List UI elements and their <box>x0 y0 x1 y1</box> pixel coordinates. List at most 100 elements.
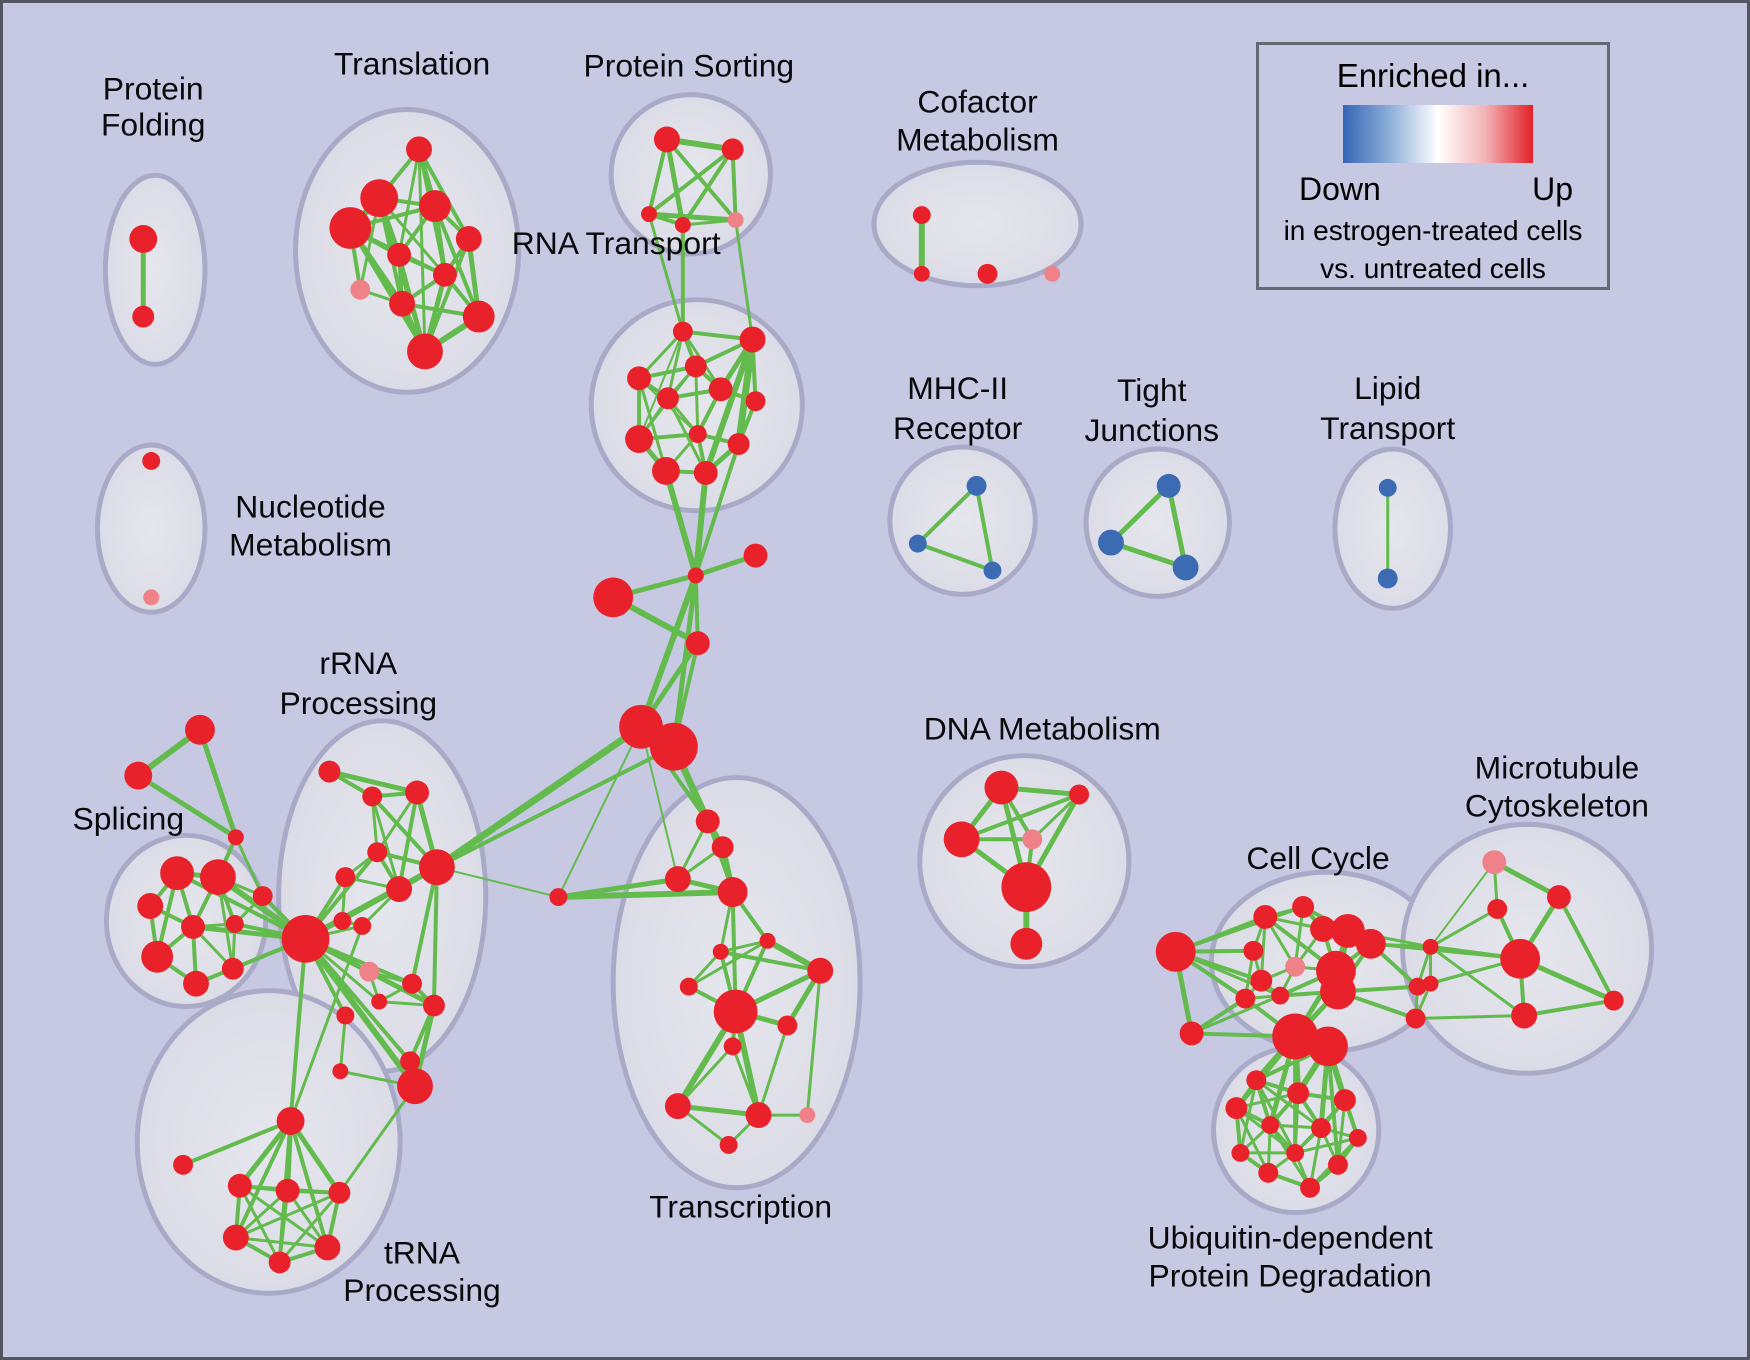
gene-set-node <box>1377 568 1398 589</box>
gene-set-node <box>407 333 443 370</box>
gene-set-node <box>276 1107 305 1135</box>
dna-metabolism-label: DNA Metabolism <box>924 711 1161 747</box>
cofactor-metabolism-label: Cofactor <box>917 84 1038 120</box>
gene-set-node <box>943 821 980 858</box>
gene-set-node <box>362 786 383 807</box>
gene-set-node <box>727 433 750 455</box>
edge <box>681 218 738 227</box>
edge <box>234 835 265 898</box>
gene-set-node <box>708 377 733 402</box>
edge <box>675 1103 762 1118</box>
edge <box>278 1191 341 1264</box>
gene-set-node <box>1225 1097 1248 1120</box>
gene-set-node <box>173 1154 194 1175</box>
gene-set-node <box>432 262 457 287</box>
gene-set-node <box>777 1015 798 1036</box>
gene-set-node <box>1253 905 1278 929</box>
edge <box>734 218 755 342</box>
edge <box>435 866 560 899</box>
gene-set-node <box>908 534 927 553</box>
mhc-ii-receptor-label: MHC-II <box>907 370 1008 406</box>
gene-set-node <box>684 355 707 378</box>
gene-set-node <box>664 1093 691 1120</box>
mhc-ii-receptor-ellipse <box>887 444 1038 597</box>
gene-set-node <box>328 1181 351 1204</box>
edge <box>662 467 699 579</box>
gene-set-node <box>984 770 1019 805</box>
gene-set-node <box>1022 829 1043 850</box>
gene-set-node <box>1308 1026 1348 1067</box>
gene-set-node <box>693 460 718 485</box>
edge <box>664 137 738 223</box>
gene-set-node <box>1258 1162 1279 1183</box>
gene-set-node <box>227 829 244 846</box>
edge <box>735 336 757 448</box>
nucleotide-metabolism-label: Metabolism <box>229 527 392 563</box>
edge <box>1429 907 1499 949</box>
gene-set-node <box>593 577 634 618</box>
edge <box>233 1119 293 1240</box>
legend-caption-line1: in estrogen-treated cells <box>1283 215 1583 246</box>
gene-set-node <box>717 877 748 907</box>
gene-set-node <box>688 425 707 444</box>
translation-label: Translation <box>334 46 490 82</box>
legend-down-label: Down <box>1299 171 1381 207</box>
edge <box>1293 1136 1360 1155</box>
gene-set-node <box>281 914 330 963</box>
gene-set-node <box>1327 1154 1348 1175</box>
gene-set-node <box>719 1135 738 1154</box>
gene-set-node <box>1348 1129 1367 1147</box>
edge <box>915 483 979 546</box>
gene-set-node <box>314 1234 341 1261</box>
gene-set-node <box>1285 956 1306 977</box>
gene-set-node <box>124 761 153 790</box>
gene-set-node <box>335 867 356 888</box>
gene-set-node <box>1511 1002 1538 1029</box>
edge <box>1414 1014 1526 1020</box>
splicing-label: Splicing <box>73 800 185 836</box>
gene-set-node <box>672 321 693 342</box>
gene-set-node <box>713 989 758 1034</box>
gene-set-node <box>721 138 744 161</box>
lipid-transport-ellipse <box>1332 446 1453 611</box>
edge <box>638 572 699 730</box>
gene-set-node <box>405 780 429 805</box>
cell-cycle-label: Cell Cycle <box>1246 840 1389 876</box>
gene-set-node <box>275 1178 300 1203</box>
cofactor-metabolism-label: Metabolism <box>896 121 1059 157</box>
gene-set-node <box>1231 1143 1250 1162</box>
gene-set-node <box>185 714 215 745</box>
gene-set-node <box>462 300 495 333</box>
gene-set-node <box>799 1107 816 1124</box>
gene-set-node <box>1069 784 1090 805</box>
edge <box>557 725 643 899</box>
gene-set-node <box>1001 862 1052 912</box>
gene-set-node <box>1010 927 1043 960</box>
gene-set-node <box>1271 986 1290 1005</box>
edge <box>1429 861 1496 948</box>
edge <box>719 939 769 954</box>
gene-set-node <box>1311 1118 1331 1138</box>
edge <box>326 769 420 795</box>
gene-set-node <box>1355 928 1386 959</box>
edge <box>1556 895 1616 1003</box>
gene-set-node <box>329 207 372 249</box>
edge <box>234 1236 329 1249</box>
gene-set-node <box>318 760 341 783</box>
edge <box>646 211 739 223</box>
legend-caption: in estrogen-treated cells vs. untreated … <box>1259 212 1607 288</box>
edge <box>693 442 741 578</box>
edge <box>647 212 685 334</box>
cofactor-metabolism-ellipse <box>871 159 1084 289</box>
edge <box>375 791 419 854</box>
gene-set-node <box>141 940 174 973</box>
gene-set-node <box>222 1224 249 1251</box>
gene-set-node <box>1330 913 1365 948</box>
legend-up-label: Up <box>1532 171 1573 207</box>
edge <box>974 483 995 573</box>
gene-set-node <box>386 876 413 903</box>
gene-set-node <box>1156 473 1181 498</box>
gene-set-node <box>1272 1013 1319 1060</box>
trna-processing-label: tRNA <box>384 1234 461 1270</box>
